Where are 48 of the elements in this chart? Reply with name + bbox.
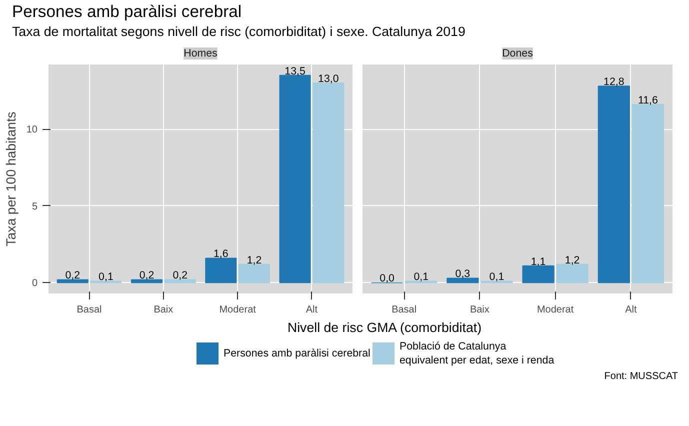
y-axis-title: Taxa per 100 habitants	[3, 111, 18, 246]
y-tick-label: 10	[26, 124, 38, 136]
x-axis-title: Nivell de risc GMA (comorbiditat)	[287, 319, 482, 337]
data-label: 12,8	[604, 76, 624, 88]
data-label: 1,1	[530, 256, 546, 268]
bar	[205, 258, 237, 284]
data-label: 0,2	[172, 270, 188, 282]
x-tick-label: Alt	[625, 304, 637, 316]
data-label: 0,1	[414, 271, 429, 284]
chart-title: Persones amb paràlisi cerebral	[12, 1, 242, 23]
x-tick-label: Basal	[392, 304, 417, 316]
bar	[446, 278, 479, 284]
x-tick-label: Baix	[470, 304, 490, 316]
data-label: 0,1	[98, 271, 114, 284]
legend-label: Persones amb paràlisi cerebral	[224, 348, 370, 360]
data-label: 13,0	[318, 72, 339, 85]
data-label: 0,3	[455, 268, 470, 280]
bar	[312, 82, 344, 284]
legend-label: Població de Catalunya equivalent per edat, sexe i renda	[400, 340, 554, 367]
data-label: 0,0	[380, 272, 395, 285]
bar	[238, 264, 270, 284]
bar	[556, 264, 588, 284]
chart-subtitle: Taxa de mortalitat segons nivell de risc (comorbiditat) i sexe. Catalunya 2019	[12, 23, 466, 41]
data-label: 1,2	[246, 254, 262, 266]
y-tick-label: 5	[32, 201, 38, 212]
text: Homes	[184, 48, 218, 60]
bar	[522, 265, 554, 284]
bar	[164, 279, 196, 284]
x-tick-label: Baix	[154, 304, 174, 316]
data-label: 0,1	[489, 271, 504, 284]
x-tick-label: Moderat	[536, 304, 574, 316]
bar	[279, 74, 311, 284]
text: Font: MUSSCAT	[604, 370, 678, 384]
y-tick-label: 0	[32, 278, 38, 290]
bar	[130, 279, 162, 284]
text: Dones	[502, 48, 533, 60]
bar	[632, 104, 664, 284]
data-label: 0,2	[139, 270, 154, 282]
data-label: 0,2	[65, 270, 80, 282]
bar	[56, 279, 88, 284]
x-tick-label: Alt	[306, 304, 318, 316]
data-label: 1,6	[213, 248, 228, 260]
bar	[598, 86, 630, 284]
data-label: 1,2	[564, 254, 580, 266]
x-tick-label: Moderat	[219, 304, 256, 316]
x-tick-label: Basal	[76, 304, 102, 316]
data-label: 11,6	[638, 94, 658, 106]
data-label: 13,5	[284, 65, 306, 78]
